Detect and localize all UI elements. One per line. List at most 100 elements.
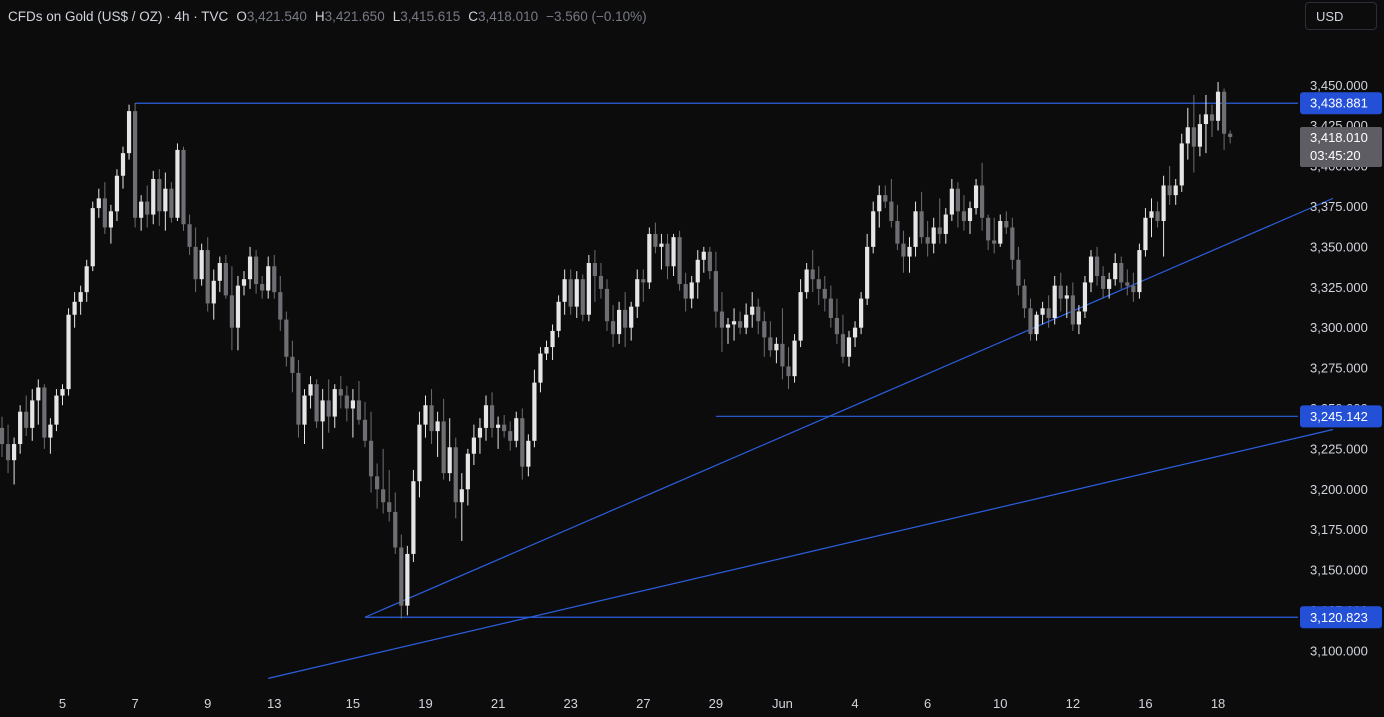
- trendline-1: [364, 197, 1334, 618]
- candle: [925, 221, 930, 257]
- candle: [1034, 311, 1039, 341]
- candle-body: [919, 211, 924, 238]
- candle-body: [1137, 250, 1142, 293]
- candle-body: [514, 418, 519, 441]
- candle-body: [60, 389, 65, 396]
- candle: [362, 402, 368, 448]
- y-tick-label: 3,350.000: [1310, 239, 1368, 254]
- candle: [1228, 130, 1233, 144]
- candle: [725, 317, 731, 344]
- candle: [314, 379, 319, 428]
- candle: [883, 185, 888, 209]
- candle-body: [126, 111, 132, 154]
- candle-body: [641, 279, 646, 283]
- candle: [235, 275, 241, 351]
- candle: [217, 256, 222, 293]
- candle: [496, 416, 501, 449]
- candle: [375, 463, 380, 509]
- candle-body: [217, 263, 222, 281]
- y-tick-label: 3,450.000: [1310, 78, 1368, 93]
- candle-body: [635, 279, 640, 307]
- candle-body: [610, 321, 616, 335]
- candle: [453, 437, 458, 519]
- candle: [955, 182, 960, 228]
- candle-body: [738, 321, 743, 328]
- candle: [877, 185, 882, 228]
- candle-body: [30, 400, 35, 428]
- candle: [538, 347, 543, 393]
- candle-body: [90, 208, 95, 267]
- candle-body: [816, 279, 821, 289]
- candle: [677, 230, 682, 291]
- candle-body: [1107, 279, 1112, 289]
- candle-body: [1161, 185, 1166, 222]
- candle-body: [387, 502, 392, 512]
- candle: [1101, 266, 1106, 299]
- candle: [852, 321, 858, 348]
- candle-body: [804, 269, 809, 293]
- candle-body: [822, 288, 827, 299]
- candle: [871, 201, 876, 254]
- candle: [1125, 269, 1130, 296]
- x-tick-label: 6: [924, 696, 931, 711]
- candle: [889, 178, 894, 228]
- candle-body: [471, 437, 476, 454]
- candle-body: [151, 178, 156, 215]
- candle: [895, 204, 900, 251]
- candle: [108, 204, 113, 244]
- candle-body: [623, 309, 628, 328]
- candle: [532, 369, 537, 448]
- candle: [459, 473, 464, 542]
- x-tick-label: 5: [59, 696, 66, 711]
- candle: [701, 246, 706, 273]
- candle: [332, 384, 337, 428]
- candle: [1010, 217, 1015, 270]
- candle-body: [465, 453, 470, 490]
- candle-body: [223, 263, 228, 296]
- candle-body: [483, 405, 489, 428]
- candle: [738, 311, 743, 335]
- candle: [405, 545, 410, 616]
- candle-body: [731, 321, 737, 325]
- candle-body: [181, 149, 186, 225]
- candle-body: [18, 411, 23, 445]
- currency-button[interactable]: USD: [1305, 2, 1377, 30]
- candle: [816, 266, 821, 306]
- candle-body: [356, 400, 362, 420]
- candle: [181, 146, 186, 231]
- candle: [1161, 175, 1166, 257]
- candle: [1088, 250, 1094, 293]
- candle: [326, 379, 331, 433]
- x-tick-label: 16: [1138, 696, 1152, 711]
- candle: [610, 305, 616, 348]
- candle: [822, 275, 827, 312]
- candle: [973, 178, 979, 215]
- candle-body: [423, 405, 428, 425]
- candle: [641, 269, 646, 302]
- candle-body: [828, 298, 833, 318]
- candle: [586, 254, 591, 322]
- candle-body: [846, 337, 852, 357]
- candle-body: [102, 198, 107, 228]
- candle: [84, 259, 89, 302]
- candle-body: [834, 317, 839, 335]
- candle: [30, 389, 35, 441]
- candle: [338, 376, 343, 409]
- candle: [350, 389, 355, 438]
- candle: [520, 408, 525, 480]
- open-value: 3,421.540: [246, 8, 307, 24]
- candle: [865, 233, 870, 306]
- candle: [381, 448, 386, 514]
- candle: [1070, 282, 1075, 331]
- candle: [471, 424, 476, 466]
- candle: [1052, 275, 1057, 325]
- y-tick-label: 3,150.000: [1310, 563, 1368, 578]
- candle: [247, 246, 253, 289]
- candle: [254, 250, 259, 294]
- candle-body: [532, 382, 537, 441]
- candle: [623, 292, 628, 348]
- candle-body: [768, 337, 773, 351]
- candle: [417, 411, 422, 498]
- candle: [24, 395, 29, 436]
